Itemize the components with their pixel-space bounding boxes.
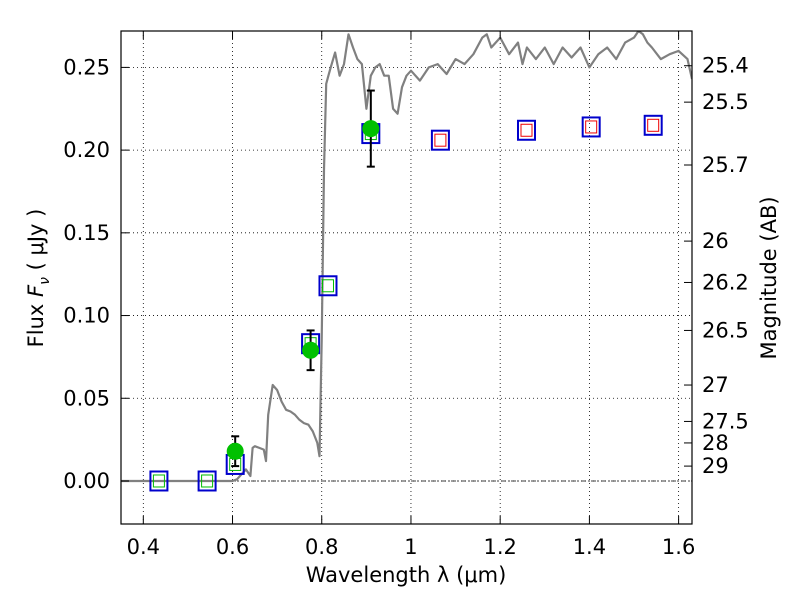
x-tick-label: 1.6 bbox=[662, 535, 695, 559]
model-inner-square bbox=[152, 474, 165, 488]
model-square bbox=[149, 470, 169, 492]
observed-point bbox=[362, 120, 380, 138]
y2-tick-label: 25.5 bbox=[702, 90, 749, 114]
x-tick-label: 0.4 bbox=[127, 535, 160, 559]
plot-frame bbox=[120, 30, 693, 525]
y-tick-label: 0.20 bbox=[63, 138, 110, 162]
y2-tick-label: 29 bbox=[702, 454, 729, 478]
y-tick-label: 0.25 bbox=[63, 55, 110, 79]
axis-ticks: 0.4 0.6 0.8 1 1.2 1.4 1.6 0.00 0.05 0.10 0.15 0.20 0… bbox=[63, 31, 749, 559]
y2-tick-label: 26 bbox=[702, 229, 729, 253]
model-square bbox=[581, 116, 601, 138]
model-square bbox=[516, 119, 536, 141]
spectrum-line bbox=[121, 31, 692, 483]
model-inner-square bbox=[520, 123, 533, 137]
x-tick-label: 1.2 bbox=[483, 535, 516, 559]
y-tick-label: 0.00 bbox=[63, 469, 110, 493]
y2-tick-label: 28 bbox=[702, 431, 729, 455]
y2-axis-label: Magnitude (AB) bbox=[757, 196, 781, 359]
y2-tick-label: 27 bbox=[702, 373, 729, 397]
model-inner-square bbox=[585, 120, 598, 134]
model-square bbox=[318, 275, 338, 297]
observed-point bbox=[226, 442, 244, 460]
model-square bbox=[430, 129, 450, 151]
model-inner-square bbox=[434, 133, 447, 147]
y-tick-label: 0.05 bbox=[63, 386, 110, 410]
plot-background bbox=[121, 31, 692, 524]
y-tick-label: 0.15 bbox=[63, 221, 110, 245]
y2-tick-label: 25.7 bbox=[702, 153, 749, 177]
y2-tick-label: 26.5 bbox=[702, 318, 749, 342]
y2-tick-label: 25.4 bbox=[702, 54, 749, 78]
y2-tick-label: 27.5 bbox=[702, 409, 749, 433]
x-tick-label: 1.4 bbox=[573, 535, 606, 559]
model-inner-square bbox=[201, 474, 214, 488]
model-inner-square bbox=[647, 118, 660, 132]
y2-tick-label: 26.2 bbox=[702, 270, 749, 294]
model-inner-square bbox=[321, 279, 334, 293]
x-tick-label: 1 bbox=[404, 535, 417, 559]
y-tick-label: 0.10 bbox=[63, 304, 110, 328]
model-square bbox=[643, 114, 663, 136]
x-tick-label: 0.6 bbox=[216, 535, 249, 559]
observed-point bbox=[302, 341, 320, 359]
model-square bbox=[197, 470, 217, 492]
x-axis-label: Wavelength λ (μm) bbox=[306, 563, 507, 587]
x-tick-label: 0.8 bbox=[305, 535, 338, 559]
data-marks bbox=[121, 31, 692, 492]
y-axis-label: Flux Fν ( μJy ) bbox=[24, 209, 53, 348]
